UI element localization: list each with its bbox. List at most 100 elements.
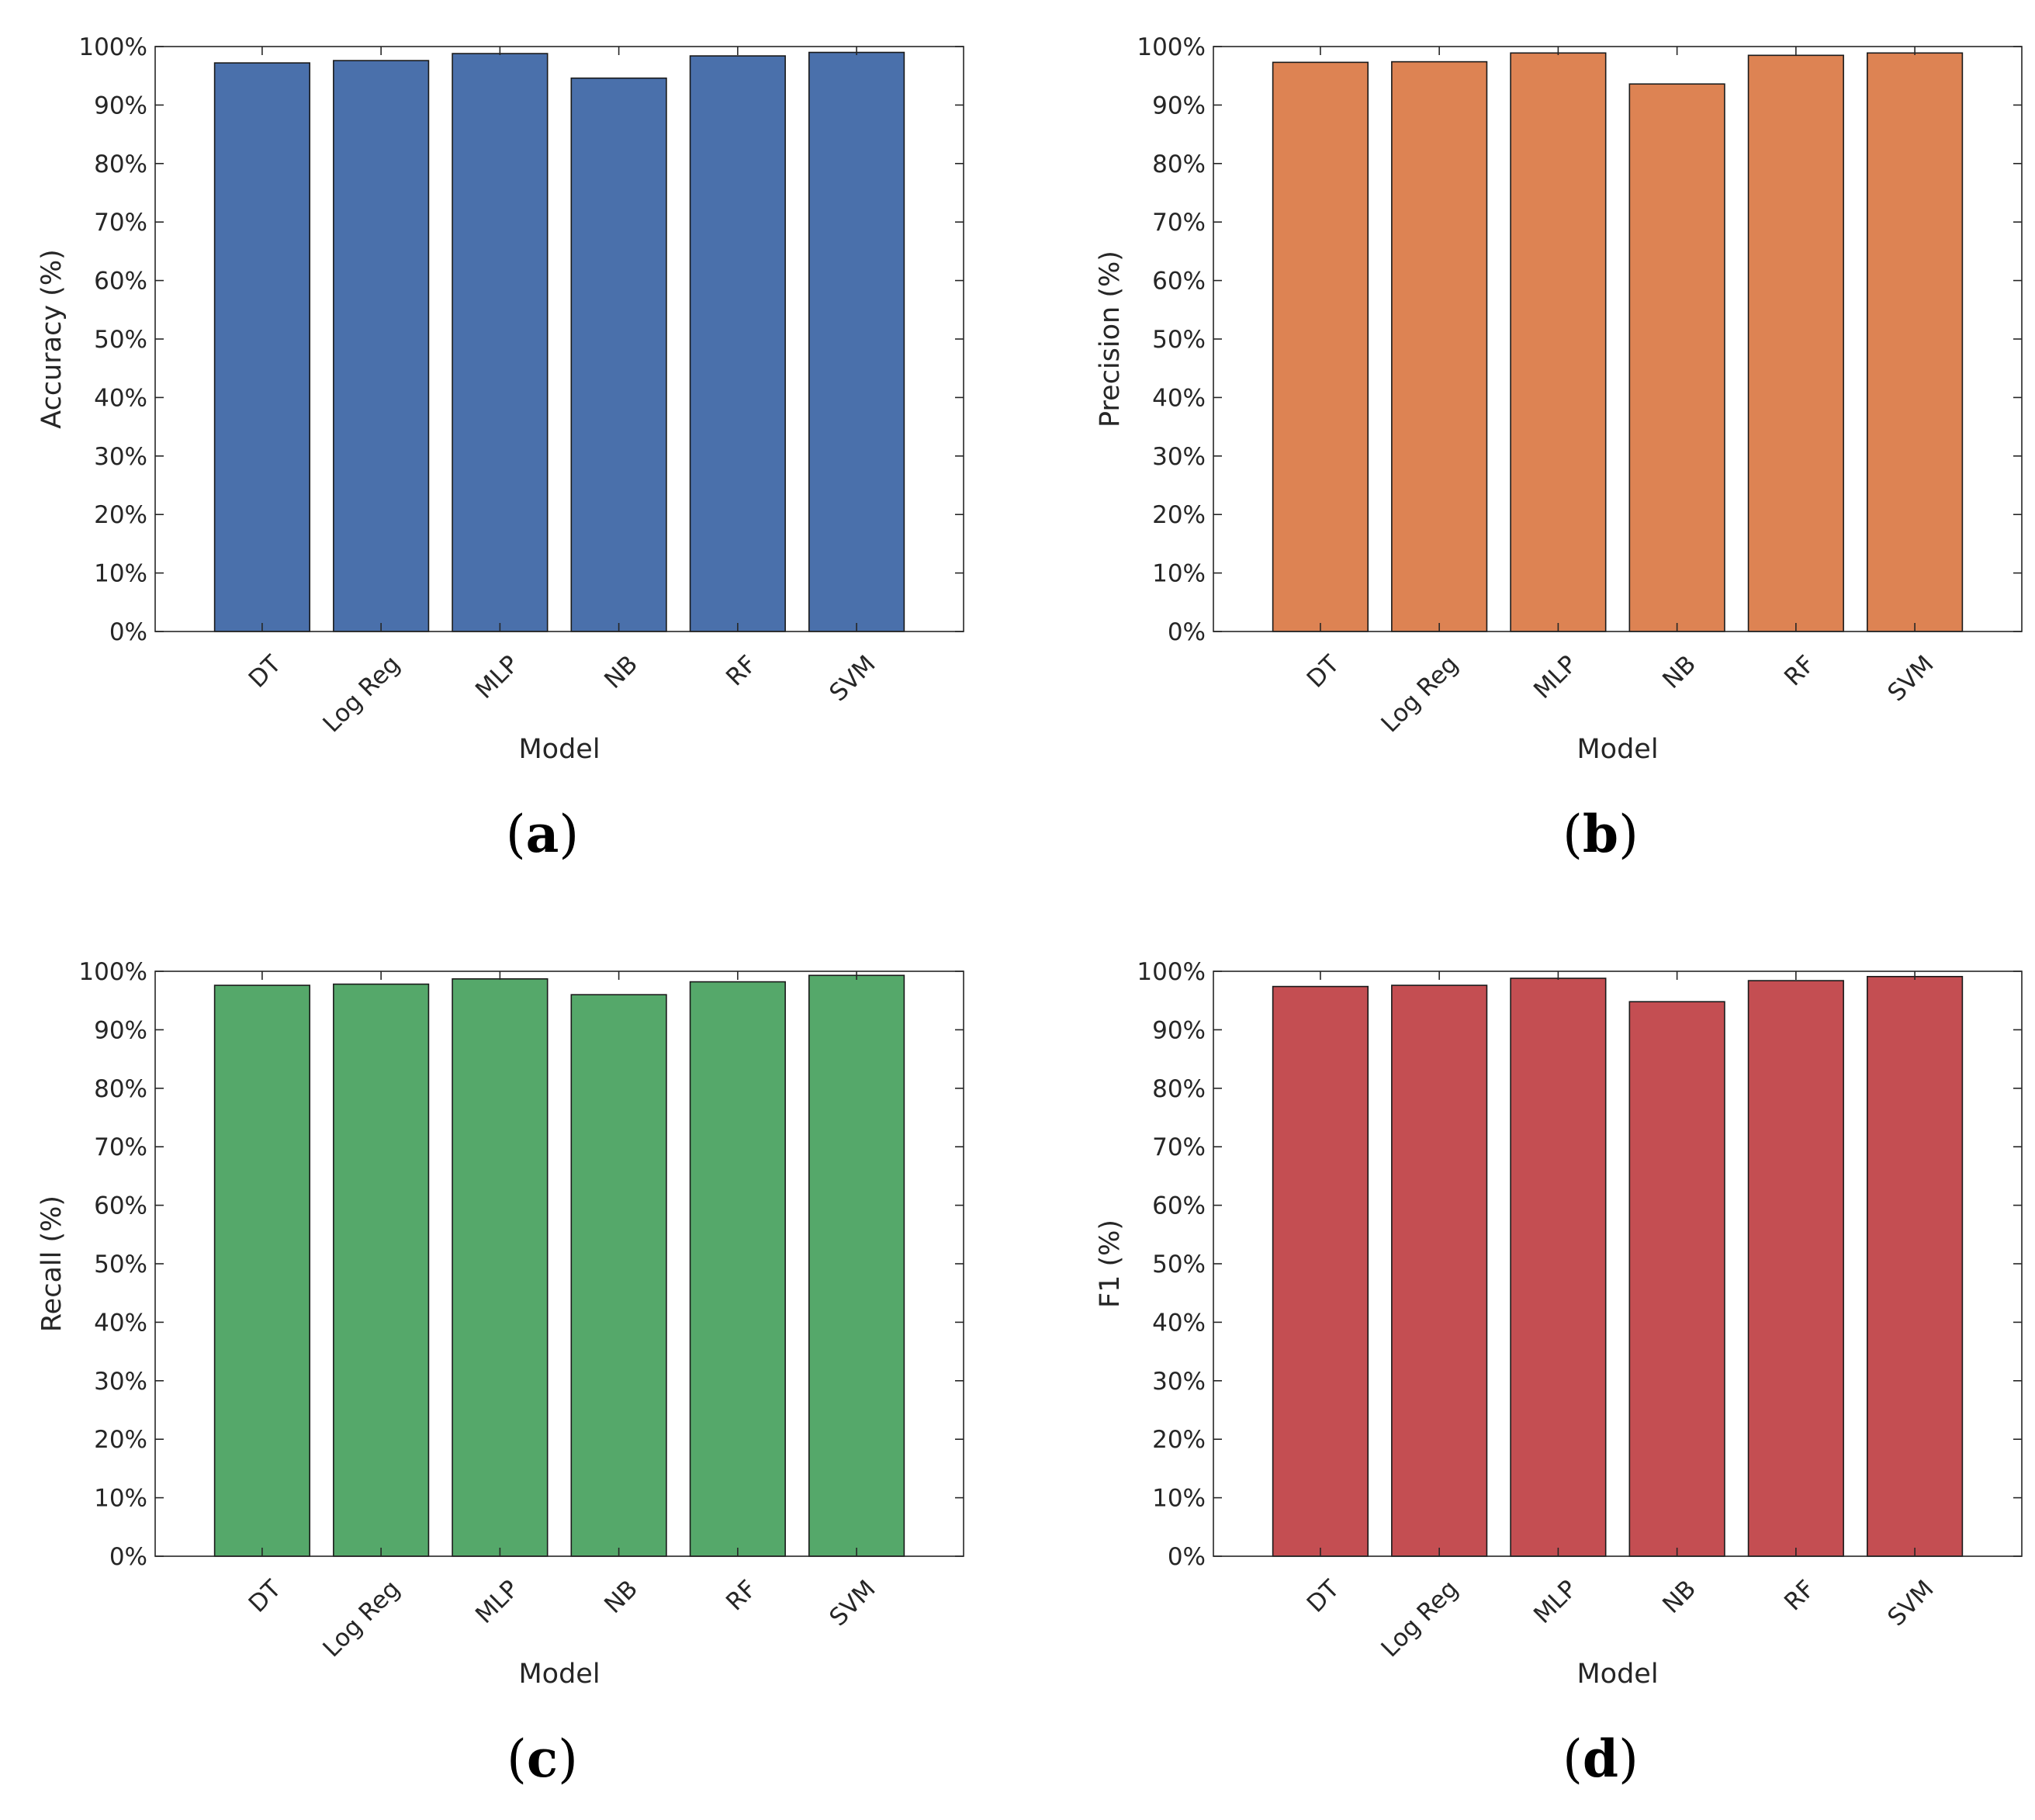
x-axis-label: Model — [518, 734, 600, 765]
y-tick-label: 20% — [1152, 501, 1206, 529]
x-tick-label: SVM — [1882, 650, 1939, 707]
chart-panel-d: 0% 10% 20% 30% 40% 50% 60% 70% 80% 90% 100% DT Log R… — [1095, 958, 2023, 1789]
x-tick-label: RF — [1779, 1575, 1820, 1616]
y-tick-label: 30% — [94, 1368, 147, 1396]
y-tick-label: 70% — [94, 1133, 147, 1161]
y-tick-label: 40% — [1152, 384, 1206, 412]
y-tick-label: 0% — [109, 618, 147, 646]
y-tick-label: 50% — [94, 1251, 147, 1278]
x-tick-label: MLP — [1528, 1575, 1583, 1629]
y-tick-label: 100% — [78, 33, 147, 61]
y-tick-label: 40% — [94, 1309, 147, 1337]
y-tick-label: 100% — [78, 958, 147, 986]
bar-mlp — [452, 53, 549, 632]
y-axis-label: Accuracy (%) — [36, 249, 67, 428]
y-tick-label: 0% — [1168, 1543, 1206, 1571]
y-tick-label: 50% — [1152, 1251, 1206, 1278]
y-tick-label: 50% — [94, 326, 147, 354]
panel-label: (a) — [506, 804, 579, 864]
y-tick-label: 0% — [1168, 618, 1206, 646]
y-tick-label: 30% — [1152, 443, 1206, 471]
y-axis-label: F1 (%) — [1095, 1220, 1126, 1308]
bar-mlp — [1510, 52, 1607, 632]
chart-panel-a: 0% 10% 20% 30% 40% 50% 60% 70% 80% 90% 100% DT Log R… — [36, 33, 964, 864]
y-tick-label: 20% — [1152, 1426, 1206, 1454]
bar-nb — [570, 994, 667, 1557]
y-tick-label: 70% — [94, 209, 147, 237]
y-tick-label: 30% — [1152, 1368, 1206, 1396]
y-tick-label: 80% — [1152, 151, 1206, 178]
x-tick-label: DT — [244, 1574, 287, 1618]
x-tick-label: MLP — [470, 1575, 524, 1629]
bar-svm — [808, 974, 905, 1557]
x-axis-label: Model — [518, 1659, 600, 1690]
x-tick-label: SVM — [824, 650, 881, 707]
bar-rf — [689, 981, 786, 1557]
x-tick-label: DT — [1302, 649, 1345, 693]
x-tick-label: DT — [244, 649, 287, 693]
x-tick-label: RF — [721, 650, 762, 691]
x-tick-label: DT — [1302, 1574, 1345, 1618]
y-tick-label: 90% — [1152, 1016, 1206, 1044]
y-tick-label: 80% — [94, 151, 147, 178]
x-tick-label: NB — [1657, 1575, 1701, 1619]
bar-dt — [213, 62, 311, 632]
y-tick-label: 10% — [1152, 560, 1206, 588]
bar-rf — [1747, 54, 1844, 632]
bar-rf — [1747, 980, 1844, 1557]
bar-mlp — [1510, 977, 1607, 1557]
x-tick-label: NB — [599, 650, 643, 694]
x-tick-label: Log Reg — [317, 650, 405, 738]
y-axis-label: Precision (%) — [1095, 251, 1126, 427]
y-tick-label: 90% — [94, 1016, 147, 1044]
bar-nb — [570, 77, 667, 632]
y-tick-label: 90% — [1152, 92, 1206, 119]
y-tick-label: 10% — [94, 1485, 147, 1513]
y-tick-label: 10% — [94, 560, 147, 588]
bar-svm — [1866, 975, 1964, 1557]
y-tick-label: 90% — [94, 92, 147, 119]
x-tick-label: MLP — [470, 650, 524, 704]
y-tick-label: 60% — [1152, 1192, 1206, 1220]
x-tick-label: Log Reg — [1376, 650, 1463, 738]
bar-rf — [689, 55, 786, 632]
bar-dt — [1272, 61, 1369, 632]
bar-nb — [1628, 83, 1725, 632]
bar-nb — [1628, 1001, 1725, 1557]
bar-log-reg — [1391, 984, 1488, 1557]
y-axis-label: Recall (%) — [36, 1195, 67, 1332]
x-tick-label: Log Reg — [1376, 1575, 1463, 1663]
y-tick-label: 70% — [1152, 1133, 1206, 1161]
y-tick-label: 20% — [94, 1426, 147, 1454]
y-tick-label: 40% — [1152, 1309, 1206, 1337]
x-tick-label: SVM — [824, 1575, 881, 1631]
x-tick-label: RF — [721, 1575, 762, 1616]
y-tick-label: 80% — [94, 1075, 147, 1103]
bar-log-reg — [333, 60, 430, 632]
y-tick-label: 50% — [1152, 326, 1206, 354]
y-tick-label: 60% — [94, 1192, 147, 1220]
y-tick-label: 60% — [94, 268, 147, 296]
panel-label: (b) — [1563, 804, 1639, 864]
x-axis-label: Model — [1576, 734, 1658, 765]
y-tick-label: 60% — [1152, 268, 1206, 296]
bar-dt — [1272, 985, 1369, 1557]
bar-log-reg — [1391, 61, 1488, 632]
x-tick-label: MLP — [1528, 650, 1583, 704]
y-tick-label: 0% — [109, 1543, 147, 1571]
panel-label: (c) — [507, 1728, 578, 1789]
x-axis-label: Model — [1576, 1659, 1658, 1690]
x-tick-label: RF — [1779, 650, 1820, 691]
y-tick-label: 80% — [1152, 1075, 1206, 1103]
y-tick-label: 100% — [1137, 33, 1206, 61]
x-tick-label: SVM — [1882, 1575, 1939, 1631]
x-tick-label: NB — [599, 1575, 643, 1619]
panel-label: (d) — [1563, 1728, 1639, 1789]
chart-panel-c: 0% 10% 20% 30% 40% 50% 60% 70% 80% 90% 100% DT Log R… — [36, 958, 964, 1789]
y-tick-label: 40% — [94, 384, 147, 412]
x-tick-label: Log Reg — [317, 1575, 405, 1663]
bar-mlp — [452, 978, 549, 1557]
y-tick-label: 10% — [1152, 1485, 1206, 1513]
y-tick-label: 30% — [94, 443, 147, 471]
